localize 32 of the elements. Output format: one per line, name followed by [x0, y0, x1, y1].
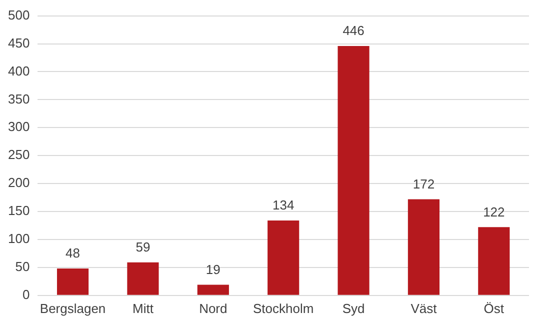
y-tick-label: 0: [22, 286, 30, 302]
data-label: 48: [66, 246, 80, 261]
y-tick-label: 300: [8, 119, 30, 134]
y-tick-label: 100: [8, 231, 30, 246]
y-tick-label: 350: [8, 91, 30, 106]
data-label: 446: [342, 23, 364, 38]
data-label: 59: [136, 239, 150, 254]
y-tick-label: 50: [15, 259, 30, 274]
bar: [56, 268, 89, 295]
x-tick-label: Öst: [484, 300, 504, 316]
x-tick-label: Syd: [342, 300, 365, 316]
data-label: 172: [412, 176, 435, 192]
bar: [338, 46, 370, 295]
x-tick-label: Stockholm: [252, 300, 314, 316]
bar: [197, 284, 229, 295]
x-tick-label: Mitt: [132, 300, 154, 316]
y-tick-label: 150: [8, 203, 30, 218]
y-tick-label: 200: [8, 175, 30, 190]
bar: [408, 199, 440, 295]
x-tick-label: Nord: [199, 300, 228, 316]
data-label: 134: [272, 198, 294, 213]
y-tick-label: 250: [8, 147, 30, 162]
data-label: 19: [206, 262, 220, 277]
bar: [268, 220, 300, 295]
data-label: 122: [483, 204, 505, 220]
x-tick-label: Väst: [410, 300, 438, 316]
y-tick-label: 500: [8, 7, 30, 22]
bar: [127, 262, 159, 295]
x-tick-label: Bergslagen: [40, 300, 106, 316]
y-tick-label: 400: [8, 63, 30, 78]
bar: [478, 227, 510, 295]
y-tick-label: 450: [8, 35, 30, 50]
